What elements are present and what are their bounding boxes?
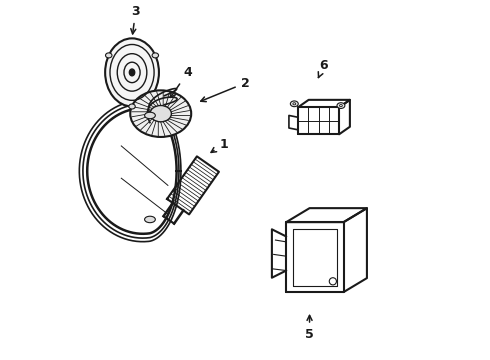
Text: 4: 4 — [171, 66, 192, 98]
Text: 3: 3 — [131, 5, 140, 34]
Ellipse shape — [150, 105, 172, 122]
Text: 2: 2 — [201, 77, 249, 102]
Text: 1: 1 — [211, 138, 228, 152]
Ellipse shape — [105, 53, 112, 58]
Ellipse shape — [145, 216, 155, 223]
Ellipse shape — [129, 69, 135, 76]
Ellipse shape — [291, 101, 298, 107]
Ellipse shape — [105, 39, 159, 107]
Ellipse shape — [152, 53, 159, 58]
Ellipse shape — [145, 112, 155, 119]
Text: 5: 5 — [305, 315, 314, 341]
Text: 6: 6 — [318, 59, 328, 77]
Ellipse shape — [130, 90, 191, 137]
Ellipse shape — [129, 104, 135, 109]
Ellipse shape — [337, 103, 345, 108]
